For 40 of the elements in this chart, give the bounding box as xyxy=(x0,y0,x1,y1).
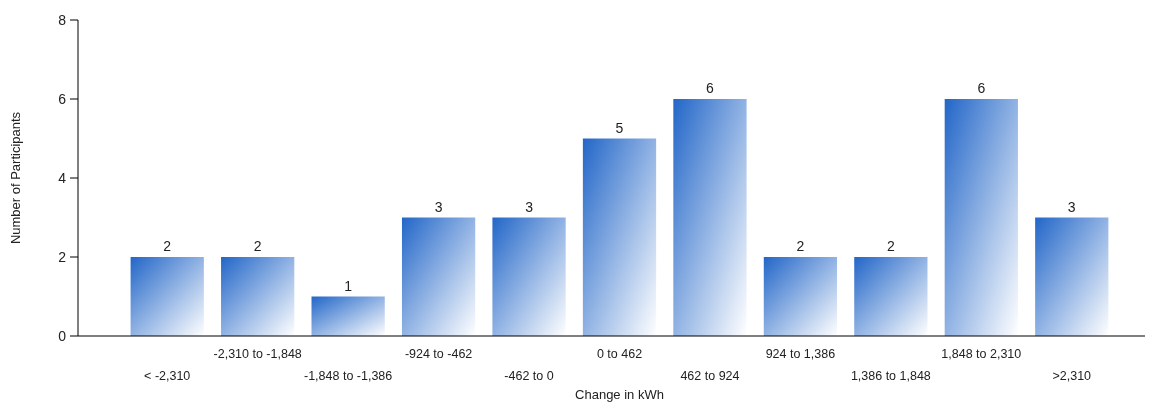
x-tick-label: 0 to 462 xyxy=(596,347,643,361)
y-tick-label: 8 xyxy=(58,11,67,28)
x-tick-label: >2,310 xyxy=(1052,369,1092,383)
bar xyxy=(130,257,204,336)
data-label: 1 xyxy=(344,277,353,294)
data-label: 2 xyxy=(886,238,895,254)
x-tick-label: 1,386 to 1,848 xyxy=(850,369,931,383)
bar xyxy=(401,217,476,336)
data-label: 2 xyxy=(163,238,172,254)
data-label: 3 xyxy=(525,198,534,215)
x-tick-label: 462 to 924 xyxy=(680,369,740,383)
data-label: 6 xyxy=(706,80,715,96)
x-tick-label: -1,848 to -1,386 xyxy=(304,369,393,383)
data-label: 3 xyxy=(434,198,443,215)
x-tick-label: -2,310 to -1,848 xyxy=(213,347,302,361)
y-tick-label: 6 xyxy=(58,90,67,107)
bar xyxy=(311,296,385,336)
bar xyxy=(221,257,295,336)
x-tick-label: -462 to 0 xyxy=(504,369,554,383)
y-tick-label: 4 xyxy=(58,169,67,186)
x-tick-label: -924 to -462 xyxy=(404,347,473,361)
y-tick-label: 2 xyxy=(58,248,67,265)
x-tick-label: < -2,310 xyxy=(144,369,191,383)
bar xyxy=(1035,217,1109,336)
data-label: 2 xyxy=(253,238,262,254)
y-axis-title: Number of Participants xyxy=(8,111,23,245)
bar xyxy=(944,99,1018,336)
data-label: 3 xyxy=(1067,198,1076,215)
x-axis-title: Change in kWh xyxy=(575,387,664,402)
bar xyxy=(854,257,928,336)
y-tick-label: 0 xyxy=(58,327,67,344)
x-tick-label: 924 to 1,386 xyxy=(765,347,836,361)
x-tick-label: 1,848 to 2,310 xyxy=(941,347,1022,361)
bar xyxy=(763,257,838,336)
data-label: 2 xyxy=(796,238,805,254)
bar xyxy=(673,99,747,336)
data-label: 6 xyxy=(977,80,986,96)
bar xyxy=(582,138,657,336)
bar xyxy=(492,217,566,336)
data-label: 5 xyxy=(615,119,624,136)
